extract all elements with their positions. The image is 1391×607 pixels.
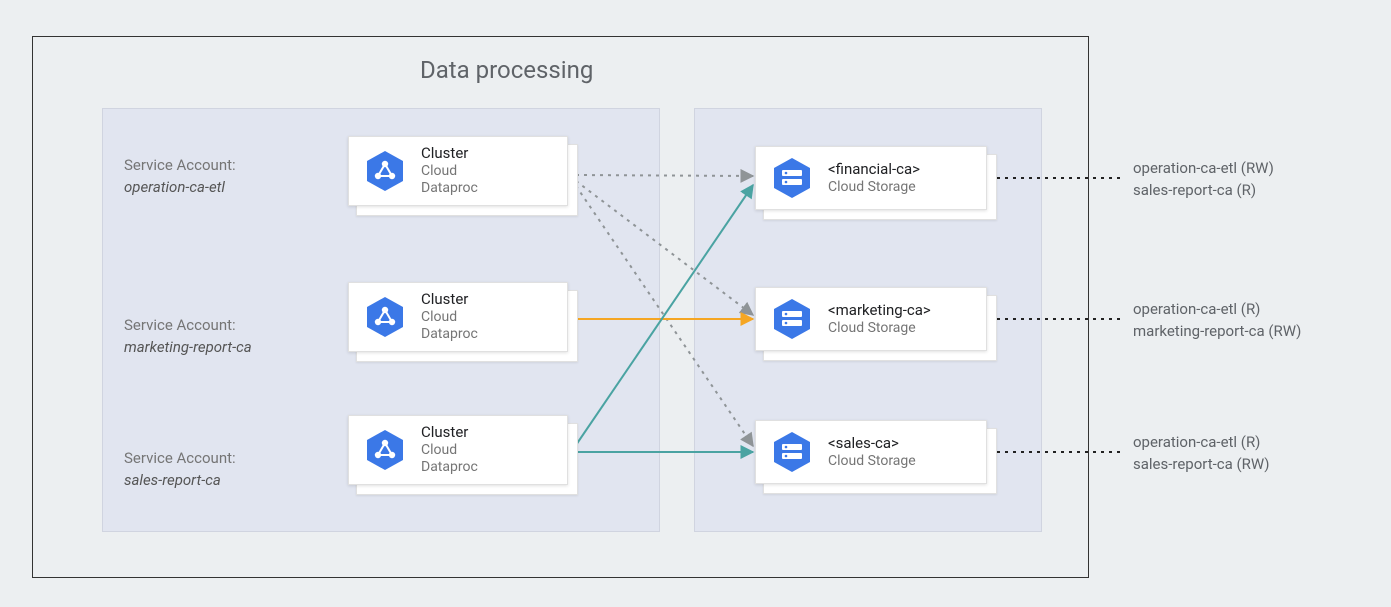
bucket-card: <marketing-ca> Cloud Storage (755, 287, 987, 351)
cluster-product-line1: Cloud (421, 163, 478, 181)
storage-icon (770, 297, 814, 341)
storage-icon (770, 156, 814, 200)
bucket-card: <financial-ca> Cloud Storage (755, 146, 987, 210)
service-account-name: operation-ca-etl (124, 178, 225, 196)
bucket-title: <marketing-ca> (828, 301, 931, 320)
cluster-product-line2: Dataproc (421, 326, 478, 344)
diagram-title: Data processing (420, 56, 593, 84)
cluster-product-line1: Cloud (421, 309, 478, 327)
bucket-permissions: operation-ca-etl (R)sales-report-ca (RW) (1133, 432, 1270, 476)
service-account-label: Service Account: (124, 316, 236, 334)
permission-line: operation-ca-etl (R) (1133, 299, 1301, 321)
bucket-title: <financial-ca> (828, 160, 920, 179)
bucket-title: <sales-ca> (828, 434, 916, 453)
service-account-label: Service Account: (124, 156, 236, 174)
bucket-card: <sales-ca> Cloud Storage (755, 420, 987, 484)
cluster-product-line2: Dataproc (421, 459, 478, 477)
cluster-title: Cluster (421, 144, 478, 163)
cluster-card: Cluster Cloud Dataproc (348, 415, 568, 485)
permission-line: sales-report-ca (R) (1133, 180, 1274, 202)
bucket-permissions: operation-ca-etl (R)marketing-report-ca … (1133, 299, 1301, 343)
bucket-product: Cloud Storage (828, 179, 920, 197)
dataproc-icon (363, 149, 407, 193)
cluster-card: Cluster Cloud Dataproc (348, 136, 568, 206)
cluster-product-line1: Cloud (421, 442, 478, 460)
permission-line: marketing-report-ca (RW) (1133, 321, 1301, 343)
cluster-title: Cluster (421, 423, 478, 442)
bucket-permissions: operation-ca-etl (RW)sales-report-ca (R) (1133, 158, 1274, 202)
permission-line: operation-ca-etl (RW) (1133, 158, 1274, 180)
service-account-name: marketing-report-ca (124, 338, 252, 356)
bucket-product: Cloud Storage (828, 453, 916, 471)
cluster-card: Cluster Cloud Dataproc (348, 282, 568, 352)
dataproc-icon (363, 295, 407, 339)
cluster-product-line2: Dataproc (421, 180, 478, 198)
bucket-product: Cloud Storage (828, 320, 931, 338)
storage-icon (770, 430, 814, 474)
service-account-name: sales-report-ca (124, 471, 221, 489)
permission-line: operation-ca-etl (R) (1133, 432, 1270, 454)
dataproc-icon (363, 428, 407, 472)
permission-line: sales-report-ca (RW) (1133, 454, 1270, 476)
service-account-label: Service Account: (124, 449, 236, 467)
cluster-title: Cluster (421, 290, 478, 309)
